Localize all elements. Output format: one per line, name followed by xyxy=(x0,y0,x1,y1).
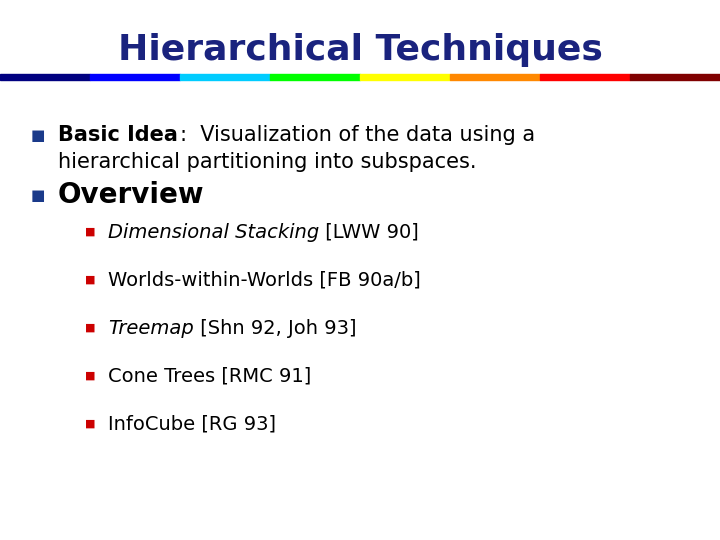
Text: :  Visualization of the data using a: : Visualization of the data using a xyxy=(180,125,535,145)
Text: Overview: Overview xyxy=(58,181,204,209)
Text: Cone Trees [RMC 91]: Cone Trees [RMC 91] xyxy=(108,367,311,386)
Text: ■: ■ xyxy=(85,323,95,333)
Text: Treemap: Treemap xyxy=(108,319,194,338)
Bar xyxy=(450,74,540,80)
Text: ■: ■ xyxy=(85,419,95,429)
Bar xyxy=(0,74,90,80)
Text: [LWW 90]: [LWW 90] xyxy=(319,222,419,241)
Text: ■: ■ xyxy=(85,371,95,381)
Text: Worlds-within-Worlds [FB 90a/b]: Worlds-within-Worlds [FB 90a/b] xyxy=(108,271,420,289)
Bar xyxy=(270,74,360,80)
Bar xyxy=(90,74,180,80)
Text: ■: ■ xyxy=(85,227,95,237)
Bar xyxy=(630,74,720,80)
Text: ■: ■ xyxy=(31,127,45,143)
Bar xyxy=(540,74,630,80)
Bar xyxy=(360,74,450,80)
Text: Basic Idea: Basic Idea xyxy=(58,125,178,145)
Bar xyxy=(180,74,270,80)
Text: Hierarchical Techniques: Hierarchical Techniques xyxy=(117,33,603,67)
Text: hierarchical partitioning into subspaces.: hierarchical partitioning into subspaces… xyxy=(58,152,477,172)
Text: ■: ■ xyxy=(85,275,95,285)
Text: InfoCube [RG 93]: InfoCube [RG 93] xyxy=(108,415,276,434)
Text: ■: ■ xyxy=(31,187,45,202)
Text: [Shn 92, Joh 93]: [Shn 92, Joh 93] xyxy=(194,319,356,338)
Text: Dimensional Stacking: Dimensional Stacking xyxy=(108,222,319,241)
